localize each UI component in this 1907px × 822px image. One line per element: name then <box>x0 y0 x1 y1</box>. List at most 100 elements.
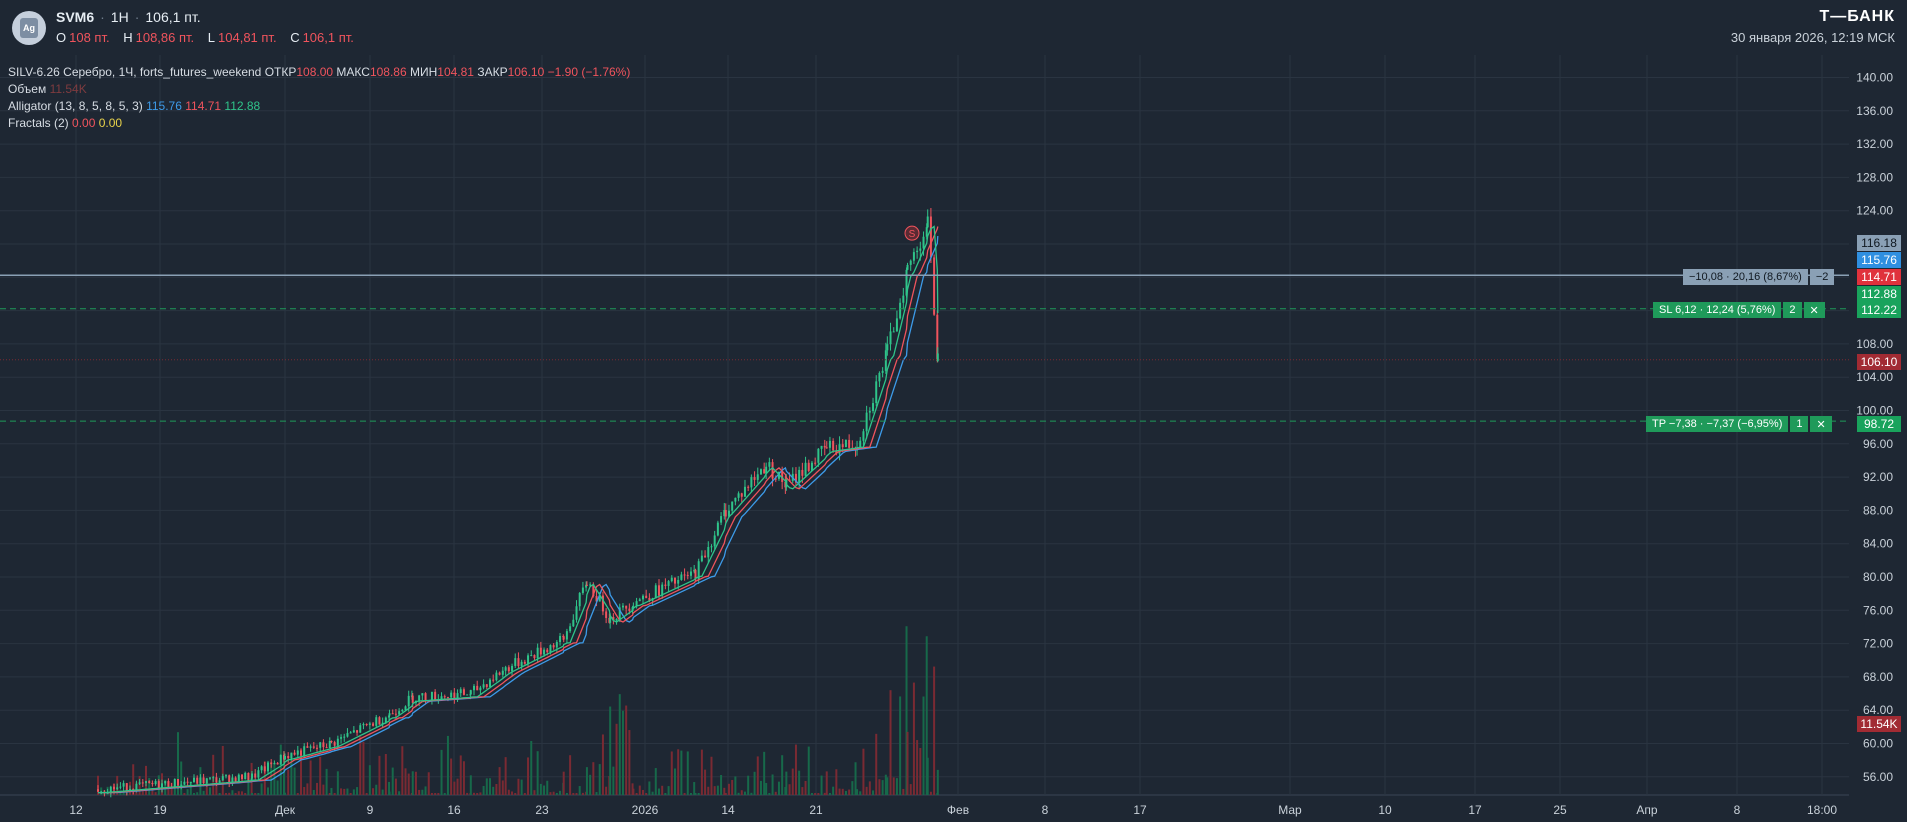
candle-body <box>585 584 588 586</box>
alligator-label: Alligator (13, 8, 5, 8, 5, 3) <box>8 99 143 113</box>
volume-bar <box>720 775 723 795</box>
volume-bar <box>273 763 276 795</box>
volume-bar <box>450 758 453 795</box>
volume-bar <box>697 793 700 795</box>
sl-text: SL 6,12 · 12,24 (5,76%) <box>1653 302 1782 318</box>
candle-body <box>495 672 498 681</box>
position-line-label[interactable]: −10,08 · 20,16 (8,67%) −2 <box>1683 269 1836 285</box>
candle-body <box>492 679 495 681</box>
volume-bar <box>817 793 820 795</box>
legend-alligator-row[interactable]: Alligator (13, 8, 5, 8, 5, 3) 115.76 114… <box>8 98 630 115</box>
candle-body <box>180 784 183 786</box>
candle-body <box>440 696 443 700</box>
candle-body <box>700 555 703 562</box>
candle-body <box>635 601 638 607</box>
volume-label: Объем <box>8 82 47 96</box>
tp-close-icon[interactable]: ✕ <box>1810 416 1832 432</box>
candle-body <box>589 584 592 586</box>
volume-bar <box>276 780 279 795</box>
position-qty[interactable]: −2 <box>1809 269 1835 285</box>
take-profit-label[interactable]: TP −7,38 · −7,37 (−6,95%) 1 ✕ <box>1646 416 1834 432</box>
ticker-line: SVM6 · 1H · 106,1 пт. <box>56 9 201 25</box>
candle-body <box>456 693 459 701</box>
candle-body <box>645 595 648 598</box>
candle-body <box>186 781 189 783</box>
candle-body <box>511 665 514 672</box>
volume-bar <box>384 753 387 795</box>
volume-bar <box>375 784 378 795</box>
tp-qty[interactable]: 1 <box>1790 416 1809 432</box>
volume-bar <box>322 784 325 795</box>
instrument-logo[interactable]: Ag <box>12 11 46 45</box>
volume-bar <box>859 791 862 795</box>
candle-body <box>838 444 841 454</box>
volume-bar <box>489 778 492 795</box>
candle-body <box>810 462 813 471</box>
candle-body <box>565 631 568 640</box>
volume-bar <box>559 790 562 795</box>
legend-fractals-row[interactable]: Fractals (2) 0.00 0.00 <box>8 115 630 132</box>
y-tick-label: 80.00 <box>1863 570 1893 584</box>
x-tick-label: Фев <box>947 803 969 817</box>
y-tick-label: 100.00 <box>1856 404 1893 418</box>
x-tick-label: 18:00 <box>1807 803 1837 817</box>
x-tick-label: Апр <box>1636 803 1658 817</box>
candle-body <box>391 713 394 715</box>
volume-bar <box>241 791 243 795</box>
candle-body <box>677 579 680 584</box>
y-tick-label: 92.00 <box>1863 470 1893 484</box>
volume-bar <box>598 764 601 795</box>
candle-body <box>303 746 306 756</box>
volume-bar <box>569 755 572 795</box>
volume-bar <box>753 771 756 795</box>
candle-body <box>209 777 211 779</box>
candle-body <box>404 706 407 710</box>
candle-body <box>514 658 517 666</box>
alligator-teeth-line <box>98 226 939 794</box>
candle-body <box>693 569 696 572</box>
volume-bar <box>704 769 707 795</box>
candle-body <box>504 667 507 671</box>
y-tick-label: 96.00 <box>1863 437 1893 451</box>
volume-bar <box>309 760 312 795</box>
volume-bar <box>856 789 859 795</box>
legend-instrument-row[interactable]: SILV-6.26 Серебро, 1Ч, forts_futures_wee… <box>8 64 630 81</box>
volume-bar <box>340 788 343 795</box>
volume-bar <box>138 775 141 795</box>
sl-close-icon[interactable]: ✕ <box>1803 302 1825 318</box>
ticker-symbol[interactable]: SVM6 <box>56 9 95 25</box>
candle-body <box>618 607 621 619</box>
candle-body <box>359 725 362 733</box>
candle-body <box>183 781 186 785</box>
interval-label[interactable]: 1H <box>110 9 129 25</box>
volume-bar <box>356 787 359 795</box>
sl-qty[interactable]: 2 <box>1783 302 1802 318</box>
volume-bar <box>193 793 195 795</box>
volume-bar <box>293 767 296 795</box>
candle-body <box>340 737 343 739</box>
candle-body <box>319 742 322 748</box>
y-tick-label: 128.00 <box>1856 170 1893 184</box>
candle-body <box>473 685 476 691</box>
volume-bar <box>747 775 750 795</box>
stop-loss-label[interactable]: SL 6,12 · 12,24 (5,76%) 2 ✕ <box>1653 302 1827 318</box>
candle-body <box>817 448 820 463</box>
candle-body <box>753 477 756 480</box>
candle-body <box>469 694 472 696</box>
volume-bar <box>306 783 309 795</box>
candle-body <box>936 353 939 361</box>
low-value: 104,81 пт. <box>218 30 277 45</box>
volume-bar <box>798 770 801 795</box>
volume-bar <box>731 779 734 795</box>
volume-bar <box>771 774 774 795</box>
candle-body <box>686 574 689 576</box>
candle-body <box>539 647 542 655</box>
candle-body <box>287 755 290 759</box>
candle-body <box>343 736 346 738</box>
candle-body <box>572 619 575 627</box>
legend-volume-row[interactable]: Объем 11.54K <box>8 81 630 98</box>
candle-body <box>407 695 410 707</box>
volume-bar <box>810 793 813 795</box>
volume-badge: 11.54K <box>1857 716 1901 732</box>
volume-bar <box>456 778 459 795</box>
